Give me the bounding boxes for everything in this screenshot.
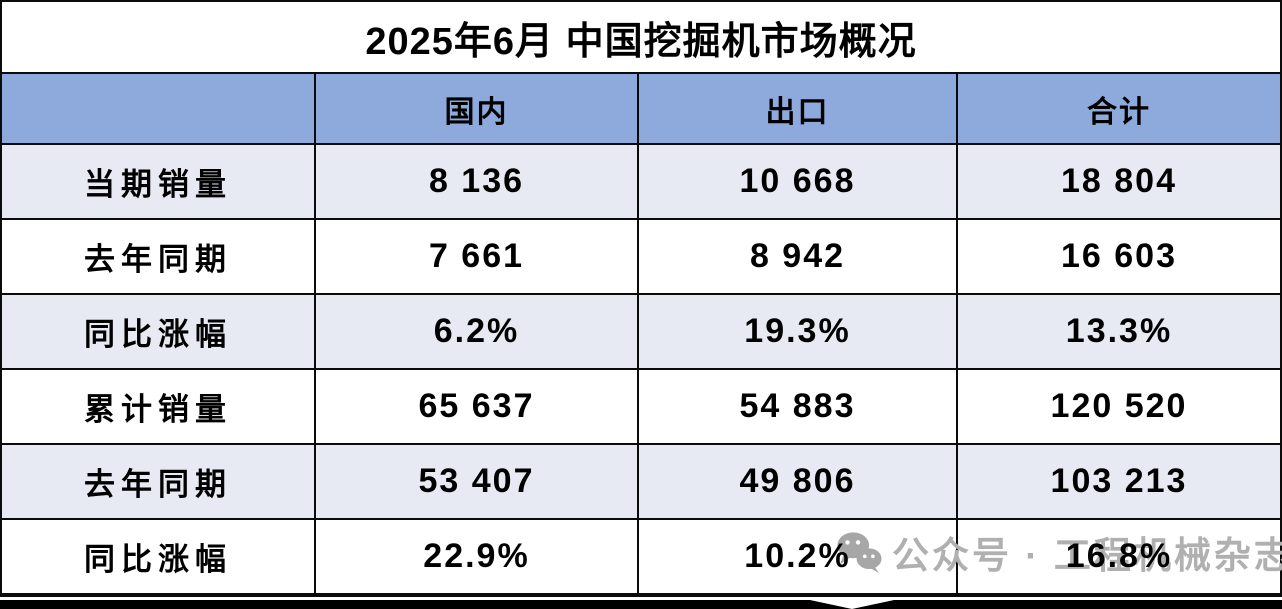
table-cell: 49 806 [639, 445, 958, 520]
header-cell-export: 出口 [639, 74, 958, 145]
header-cell-total: 合计 [958, 74, 1280, 145]
table-cell: 8 942 [639, 220, 958, 295]
row-label-cumulative-sales: 累计销量 [2, 370, 316, 445]
table-cell: 54 883 [639, 370, 958, 445]
table-cell: 13.3% [958, 295, 1280, 370]
row-label-last-year-same-period-cumulative: 去年同期 [2, 445, 316, 520]
table-cell: 22.9% [316, 520, 639, 595]
row-label-yoy-growth-cumulative: 同比涨幅 [2, 520, 316, 595]
row-label-last-year-same-period: 去年同期 [2, 220, 316, 295]
table-cell: 19.3% [639, 295, 958, 370]
bottom-border-bar [0, 600, 1282, 609]
table-cell: 53 407 [316, 445, 639, 520]
table-cell: 10.2% [639, 520, 958, 595]
table-cell: 7 661 [316, 220, 639, 295]
table-cell: 103 213 [958, 445, 1280, 520]
table-cell: 8 136 [316, 145, 639, 220]
table-cell: 10 668 [639, 145, 958, 220]
table-cell: 16 603 [958, 220, 1280, 295]
table-cell: 120 520 [958, 370, 1280, 445]
table-cell: 18 804 [958, 145, 1280, 220]
table-cell: 65 637 [316, 370, 639, 445]
row-label-yoy-growth: 同比涨幅 [2, 295, 316, 370]
header-cell-empty [2, 74, 316, 145]
table-cell: 6.2% [316, 295, 639, 370]
header-cell-domestic: 国内 [316, 74, 639, 145]
table-title: 2025年6月 中国挖掘机市场概况 [2, 2, 1280, 74]
table-title-text: 2025年6月 中国挖掘机市场概况 [365, 20, 917, 63]
triangle-notch-icon [810, 600, 894, 609]
table-cell: 16.8% [958, 520, 1280, 595]
row-label-current-sales: 当期销量 [2, 145, 316, 220]
